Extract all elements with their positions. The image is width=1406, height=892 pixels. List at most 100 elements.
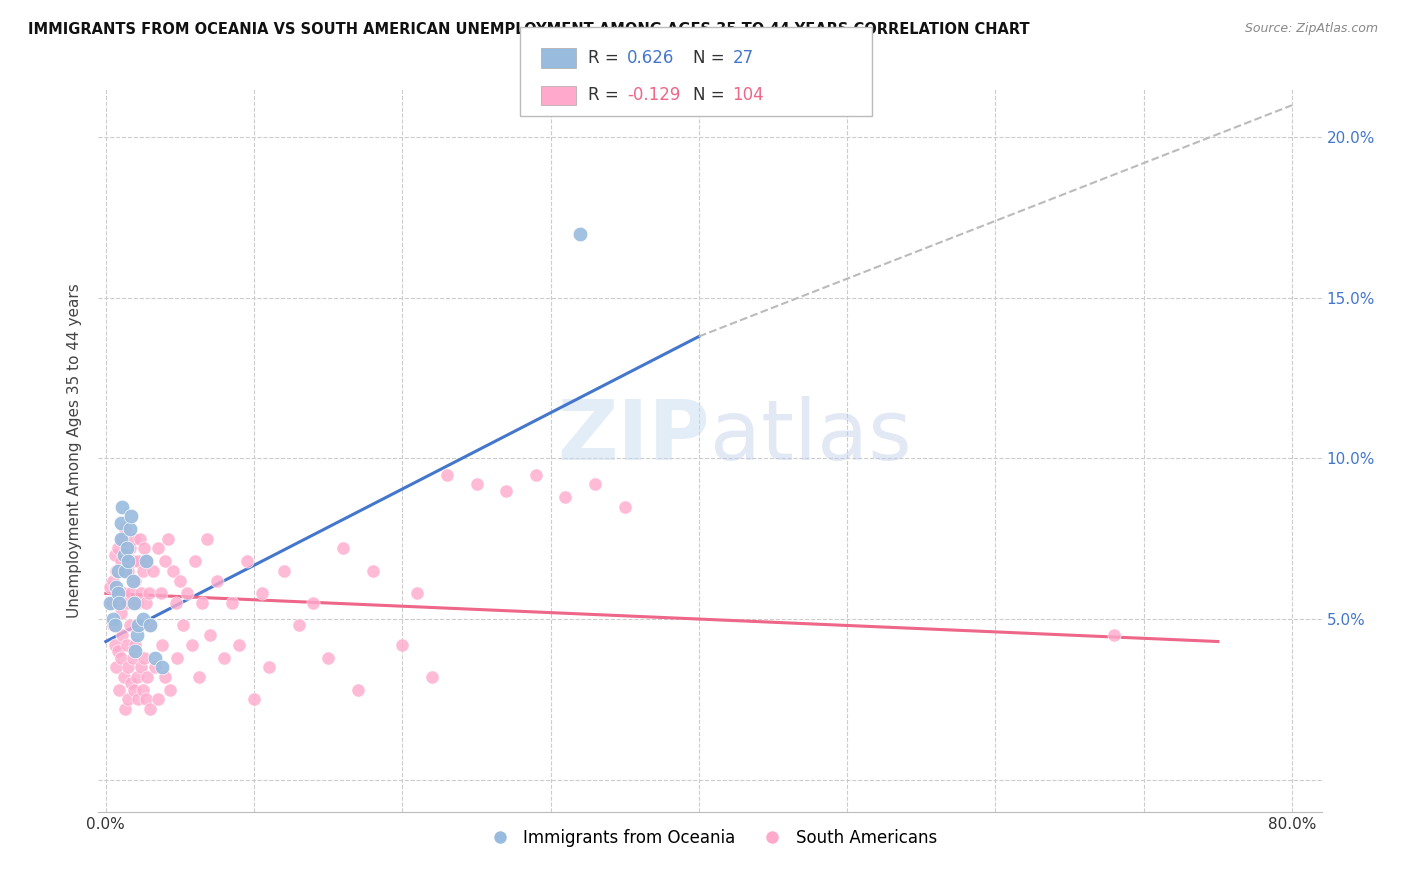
Point (138, 586, 160, 600)
Point (159, 682, 181, 697)
Point (103, 618, 125, 632)
Point (524, 467, 547, 482)
Point (118, 522, 141, 536)
Point (153, 554, 176, 568)
Point (153, 670, 176, 684)
Point (205, 574, 228, 588)
Point (110, 650, 132, 665)
Text: 0.626: 0.626 (627, 49, 675, 67)
Point (391, 638, 413, 652)
Point (108, 682, 131, 697)
Point (127, 618, 149, 632)
Point (110, 554, 132, 568)
Point (112, 564, 135, 578)
Point (150, 638, 173, 652)
Point (136, 670, 159, 684)
Point (124, 644, 146, 658)
Point (146, 692, 169, 706)
Point (406, 586, 429, 600)
Point (98, 580, 121, 594)
Point (361, 564, 384, 578)
Point (136, 554, 159, 568)
Point (146, 541, 169, 556)
Point (122, 682, 145, 697)
Point (332, 541, 354, 556)
Point (139, 618, 162, 632)
Point (115, 638, 138, 652)
Point (107, 564, 129, 578)
Point (195, 532, 218, 546)
Point (613, 500, 636, 514)
Point (214, 650, 236, 665)
Point (110, 516, 132, 530)
Point (108, 596, 131, 610)
Point (257, 660, 280, 674)
Point (111, 532, 134, 546)
Point (104, 638, 127, 652)
Point (132, 612, 155, 626)
Y-axis label: Unemployment Among Ages 35 to 44 years: Unemployment Among Ages 35 to 44 years (67, 283, 83, 618)
Point (111, 500, 134, 514)
Point (228, 638, 250, 652)
Point (131, 660, 153, 674)
Text: 27: 27 (733, 49, 754, 67)
Point (287, 618, 309, 632)
Point (129, 532, 152, 546)
Point (135, 596, 157, 610)
Point (347, 682, 370, 697)
Point (117, 660, 139, 674)
Point (115, 541, 138, 556)
Point (125, 596, 148, 610)
Point (139, 618, 162, 632)
Point (112, 586, 135, 600)
Point (103, 612, 125, 626)
Point (115, 596, 138, 610)
Point (100, 596, 122, 610)
Point (149, 586, 172, 600)
Point (495, 483, 517, 498)
Point (316, 650, 339, 665)
Point (108, 596, 131, 610)
Point (143, 660, 166, 674)
Text: IMMIGRANTS FROM OCEANIA VS SOUTH AMERICAN UNEMPLOYMENT AMONG AGES 35 TO 44 YEARS: IMMIGRANTS FROM OCEANIA VS SOUTH AMERICA… (28, 22, 1029, 37)
Point (125, 670, 148, 684)
Point (157, 532, 180, 546)
Point (104, 618, 127, 632)
Point (112, 548, 135, 562)
Point (112, 670, 135, 684)
Point (110, 532, 132, 546)
Point (104, 548, 127, 562)
Text: 104: 104 (733, 87, 763, 104)
Point (184, 554, 207, 568)
Point (569, 227, 592, 241)
Point (235, 554, 257, 568)
Point (117, 554, 139, 568)
Point (302, 596, 325, 610)
Point (124, 574, 146, 588)
Point (1102, 628, 1125, 642)
Text: N =: N = (693, 49, 730, 67)
Point (114, 564, 136, 578)
Point (169, 574, 191, 588)
Point (103, 574, 125, 588)
Point (243, 692, 266, 706)
Text: -0.129: -0.129 (627, 87, 681, 104)
Text: Source: ZipAtlas.com: Source: ZipAtlas.com (1244, 22, 1378, 36)
Point (191, 596, 214, 610)
Text: ZIP: ZIP (558, 395, 710, 476)
Point (554, 490, 576, 504)
Text: atlas: atlas (710, 395, 911, 476)
Point (107, 644, 129, 658)
Text: R =: R = (588, 49, 624, 67)
Point (135, 554, 157, 568)
Point (131, 586, 153, 600)
Point (150, 660, 173, 674)
Point (135, 692, 157, 706)
Point (98, 596, 121, 610)
Point (125, 628, 148, 642)
Point (118, 618, 141, 632)
Point (176, 586, 198, 600)
Point (122, 596, 145, 610)
Point (132, 682, 155, 697)
Point (117, 692, 139, 706)
